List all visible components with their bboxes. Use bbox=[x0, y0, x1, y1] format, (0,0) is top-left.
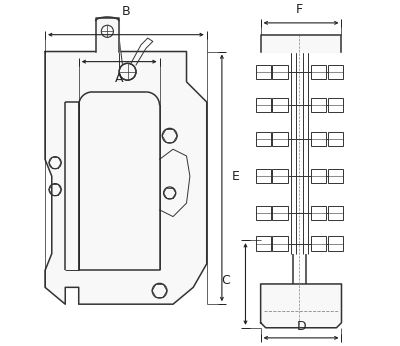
Bar bbox=[256, 206, 271, 220]
Bar bbox=[272, 65, 288, 79]
Bar bbox=[272, 236, 288, 251]
Text: C: C bbox=[222, 274, 230, 287]
Text: D: D bbox=[296, 320, 306, 333]
Polygon shape bbox=[261, 35, 342, 52]
Bar bbox=[272, 98, 288, 112]
Bar bbox=[311, 65, 326, 79]
Bar bbox=[256, 65, 271, 79]
Bar bbox=[328, 169, 343, 183]
Bar bbox=[256, 236, 271, 251]
Polygon shape bbox=[261, 284, 342, 328]
Bar bbox=[328, 206, 343, 220]
Bar bbox=[328, 65, 343, 79]
Bar bbox=[311, 98, 326, 112]
Bar bbox=[328, 236, 343, 251]
Text: F: F bbox=[296, 3, 303, 16]
Bar bbox=[328, 132, 343, 146]
Bar bbox=[311, 236, 326, 251]
Polygon shape bbox=[45, 52, 207, 304]
Text: A: A bbox=[115, 72, 123, 85]
Bar bbox=[328, 98, 343, 112]
Polygon shape bbox=[96, 18, 119, 52]
Bar bbox=[311, 169, 326, 183]
Bar bbox=[256, 132, 271, 146]
Bar bbox=[272, 206, 288, 220]
Text: E: E bbox=[232, 170, 240, 183]
Bar bbox=[256, 98, 271, 112]
Bar bbox=[311, 132, 326, 146]
Bar bbox=[272, 169, 288, 183]
Bar bbox=[311, 206, 326, 220]
Bar bbox=[272, 132, 288, 146]
Text: B: B bbox=[122, 5, 130, 18]
Bar bbox=[256, 169, 271, 183]
